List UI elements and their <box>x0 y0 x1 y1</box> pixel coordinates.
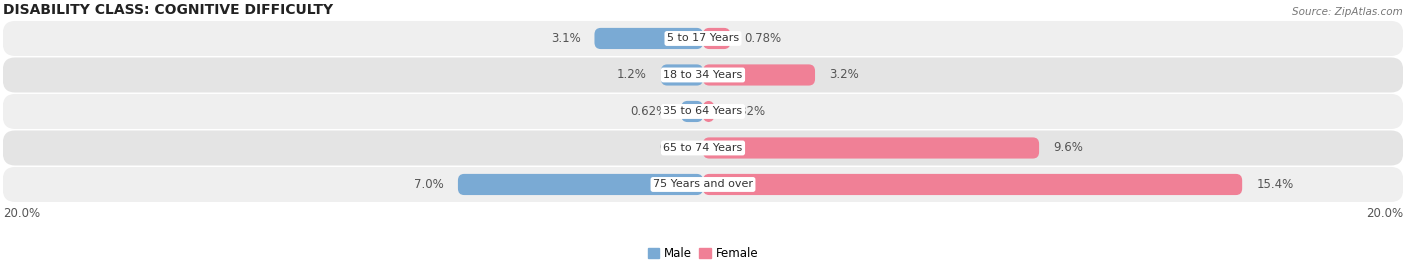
Text: 75 Years and over: 75 Years and over <box>652 180 754 190</box>
Text: 1.2%: 1.2% <box>617 69 647 82</box>
FancyBboxPatch shape <box>595 28 703 49</box>
Text: 35 to 64 Years: 35 to 64 Years <box>664 106 742 116</box>
Text: 5 to 17 Years: 5 to 17 Years <box>666 33 740 43</box>
FancyBboxPatch shape <box>3 58 1403 93</box>
FancyBboxPatch shape <box>3 94 1403 129</box>
FancyBboxPatch shape <box>3 21 1403 56</box>
Text: 9.6%: 9.6% <box>1053 141 1083 154</box>
Text: 18 to 34 Years: 18 to 34 Years <box>664 70 742 80</box>
Text: Source: ZipAtlas.com: Source: ZipAtlas.com <box>1292 6 1403 16</box>
Text: 20.0%: 20.0% <box>1367 207 1403 220</box>
FancyBboxPatch shape <box>703 101 714 122</box>
FancyBboxPatch shape <box>703 28 730 49</box>
FancyBboxPatch shape <box>458 174 703 195</box>
FancyBboxPatch shape <box>661 64 703 86</box>
Text: 3.2%: 3.2% <box>830 69 859 82</box>
Text: 0.78%: 0.78% <box>744 32 782 45</box>
FancyBboxPatch shape <box>703 137 1039 158</box>
Text: 0.32%: 0.32% <box>728 105 765 118</box>
FancyBboxPatch shape <box>703 64 815 86</box>
Text: 15.4%: 15.4% <box>1256 178 1294 191</box>
FancyBboxPatch shape <box>3 167 1403 202</box>
Text: 0.0%: 0.0% <box>659 141 689 154</box>
Legend: Male, Female: Male, Female <box>643 242 763 264</box>
Text: 20.0%: 20.0% <box>3 207 39 220</box>
FancyBboxPatch shape <box>703 174 1241 195</box>
Text: 3.1%: 3.1% <box>551 32 581 45</box>
Text: 65 to 74 Years: 65 to 74 Years <box>664 143 742 153</box>
Text: DISABILITY CLASS: COGNITIVE DIFFICULTY: DISABILITY CLASS: COGNITIVE DIFFICULTY <box>3 3 333 16</box>
FancyBboxPatch shape <box>3 130 1403 166</box>
Text: 7.0%: 7.0% <box>415 178 444 191</box>
Text: 0.62%: 0.62% <box>630 105 668 118</box>
FancyBboxPatch shape <box>682 101 703 122</box>
